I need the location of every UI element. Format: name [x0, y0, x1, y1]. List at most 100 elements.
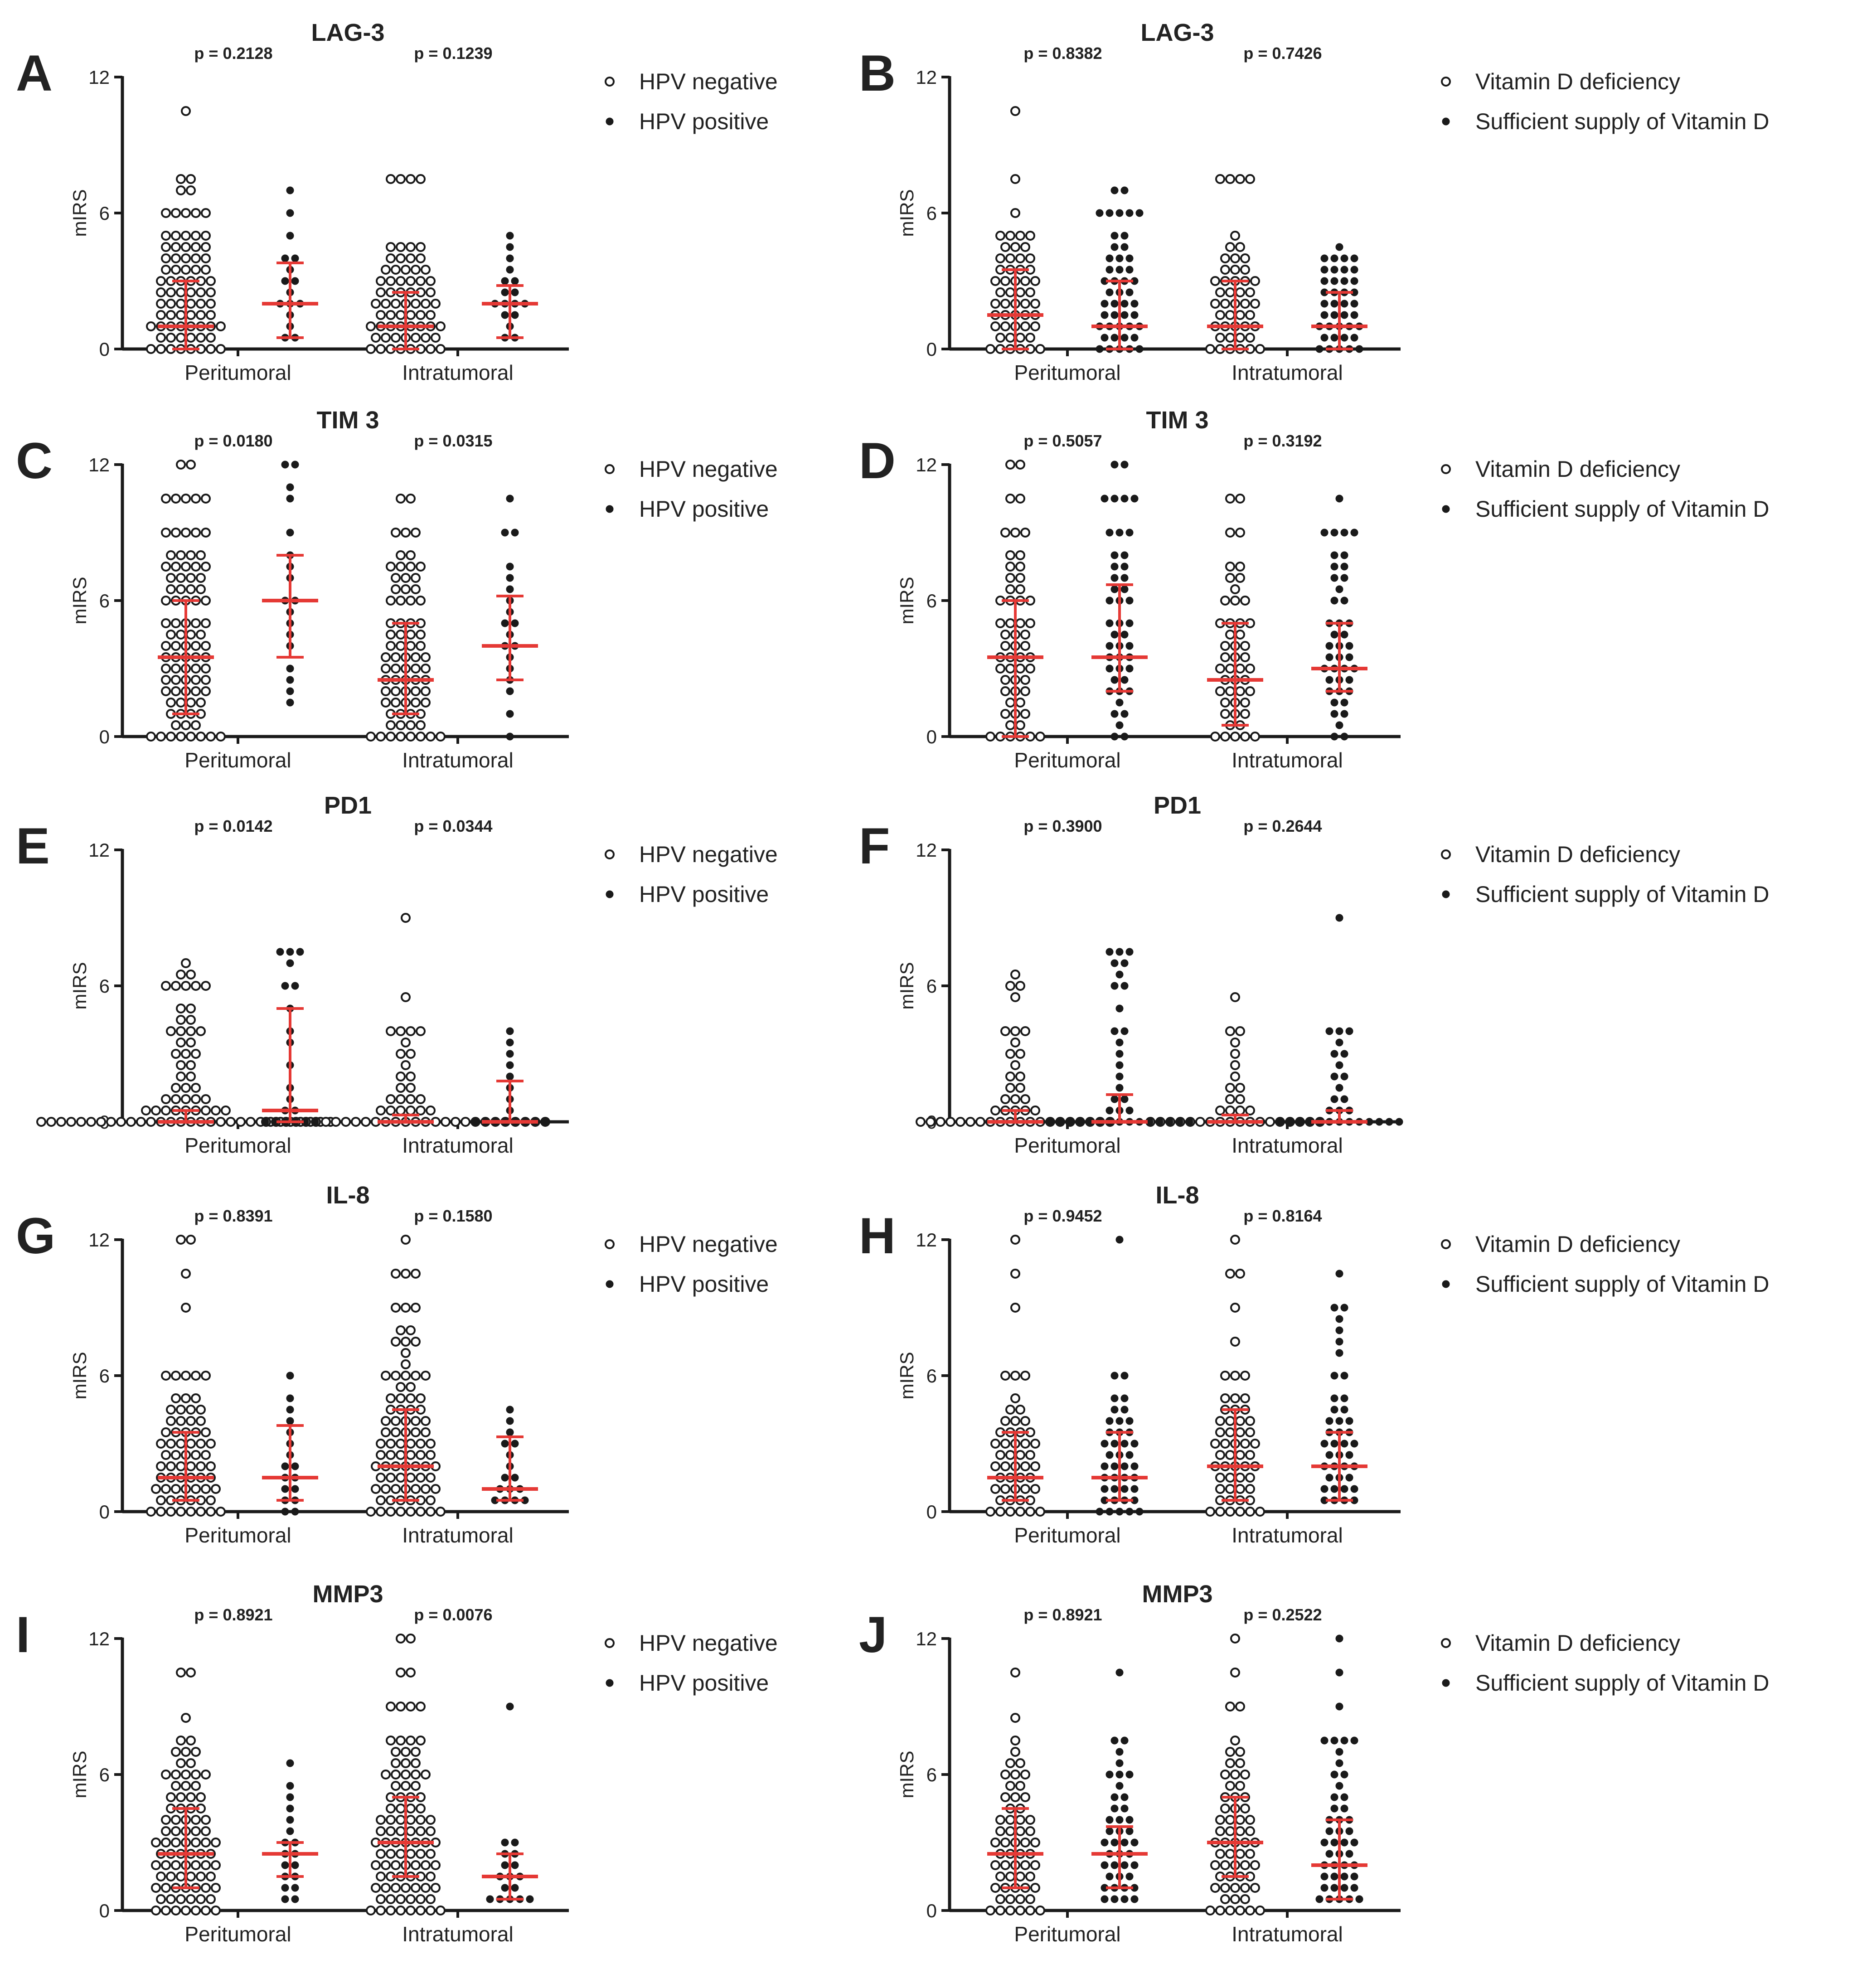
data-point	[376, 1495, 386, 1505]
data-point	[406, 174, 416, 184]
data-point	[396, 1072, 406, 1081]
data-point	[176, 287, 186, 297]
data-point	[1005, 664, 1015, 674]
data-point	[1110, 1838, 1119, 1847]
data-point	[181, 562, 191, 572]
data-point	[1120, 232, 1129, 240]
data-point	[1005, 573, 1015, 583]
x-tick-label: Intratumoral	[402, 1134, 513, 1157]
data-point	[1120, 1804, 1129, 1813]
data-point	[1020, 1026, 1030, 1036]
data-point	[1250, 1860, 1260, 1870]
p-value-label: p = 0.0142	[194, 817, 272, 835]
data-point	[1340, 630, 1348, 639]
data-point	[386, 1815, 396, 1825]
data-point	[1340, 1406, 1348, 1414]
data-point	[161, 686, 171, 696]
data-point	[1210, 1439, 1220, 1449]
data-point	[286, 664, 294, 673]
y-tick-label: 6	[926, 1365, 937, 1387]
data-point	[1120, 1027, 1129, 1035]
data-point	[1020, 1860, 1030, 1870]
data-point	[1020, 686, 1030, 696]
data-point	[1015, 573, 1025, 583]
data-point	[376, 1906, 386, 1915]
y-tick-label: 6	[99, 590, 110, 611]
data-point	[396, 1083, 406, 1093]
data-point	[411, 1371, 421, 1381]
data-point	[1210, 1883, 1220, 1893]
data-point	[1130, 1861, 1139, 1869]
data-point	[386, 276, 396, 286]
data-point	[1240, 641, 1250, 651]
data-point	[1340, 1838, 1348, 1847]
data-point	[1325, 1827, 1333, 1835]
data-point	[1240, 709, 1250, 719]
data-point	[166, 1439, 176, 1449]
data-point	[1115, 1759, 1124, 1767]
data-point	[176, 1872, 186, 1881]
data-point	[281, 254, 289, 262]
data-point	[1135, 209, 1144, 217]
data-point	[181, 958, 191, 968]
legend-open-marker	[605, 1239, 615, 1249]
data-point	[1101, 1462, 1109, 1470]
data-point	[1005, 1872, 1015, 1881]
data-point	[1096, 209, 1104, 217]
data-point	[211, 1106, 221, 1115]
data-point	[1115, 1072, 1124, 1081]
data-point	[396, 1393, 406, 1403]
data-point	[426, 1872, 436, 1881]
data-point	[1025, 1872, 1035, 1881]
data-point	[376, 1872, 386, 1881]
data-point	[501, 619, 509, 627]
data-point	[426, 1826, 436, 1836]
data-point	[1205, 1507, 1215, 1517]
data-point	[926, 1117, 936, 1127]
data-point	[1010, 1269, 1020, 1279]
data-point	[411, 686, 421, 696]
data-point	[1220, 299, 1230, 309]
data-point	[421, 1416, 431, 1426]
data-point	[1020, 321, 1030, 331]
data-point	[166, 1416, 176, 1426]
data-point	[1225, 1094, 1235, 1104]
data-point	[1005, 231, 1015, 241]
data-point	[176, 970, 186, 979]
data-point	[1010, 1026, 1020, 1036]
data-point	[1255, 344, 1265, 354]
data-point	[426, 1450, 436, 1460]
data-point	[1105, 1872, 1114, 1881]
data-point	[436, 1507, 446, 1517]
data-point	[206, 287, 216, 297]
data-point	[1215, 333, 1225, 343]
data-point	[1250, 1883, 1260, 1893]
data-point	[396, 562, 406, 572]
data-point	[1335, 914, 1343, 922]
data-point	[191, 1838, 201, 1847]
data-point	[1220, 253, 1230, 263]
data-point	[186, 550, 196, 560]
data-point	[1385, 1118, 1393, 1126]
data-point	[1005, 1507, 1015, 1517]
data-point	[1115, 1508, 1124, 1516]
data-point	[1105, 288, 1114, 296]
data-point	[1015, 1872, 1025, 1881]
data-point	[945, 1117, 955, 1127]
data-point	[1230, 1060, 1240, 1070]
data-point	[166, 310, 176, 320]
data-point	[1250, 732, 1260, 742]
data-point	[386, 1393, 396, 1403]
data-point	[1015, 287, 1025, 297]
data-point	[511, 1474, 519, 1482]
data-point	[1330, 1736, 1338, 1745]
legend-open-marker	[1441, 849, 1451, 859]
data-point	[1330, 1793, 1338, 1801]
p-value-label: p = 0.2522	[1243, 1605, 1322, 1624]
data-point	[1220, 1371, 1230, 1381]
data-point	[985, 1507, 995, 1517]
legend-filled-marker	[1442, 1679, 1450, 1687]
data-point	[1110, 959, 1119, 967]
